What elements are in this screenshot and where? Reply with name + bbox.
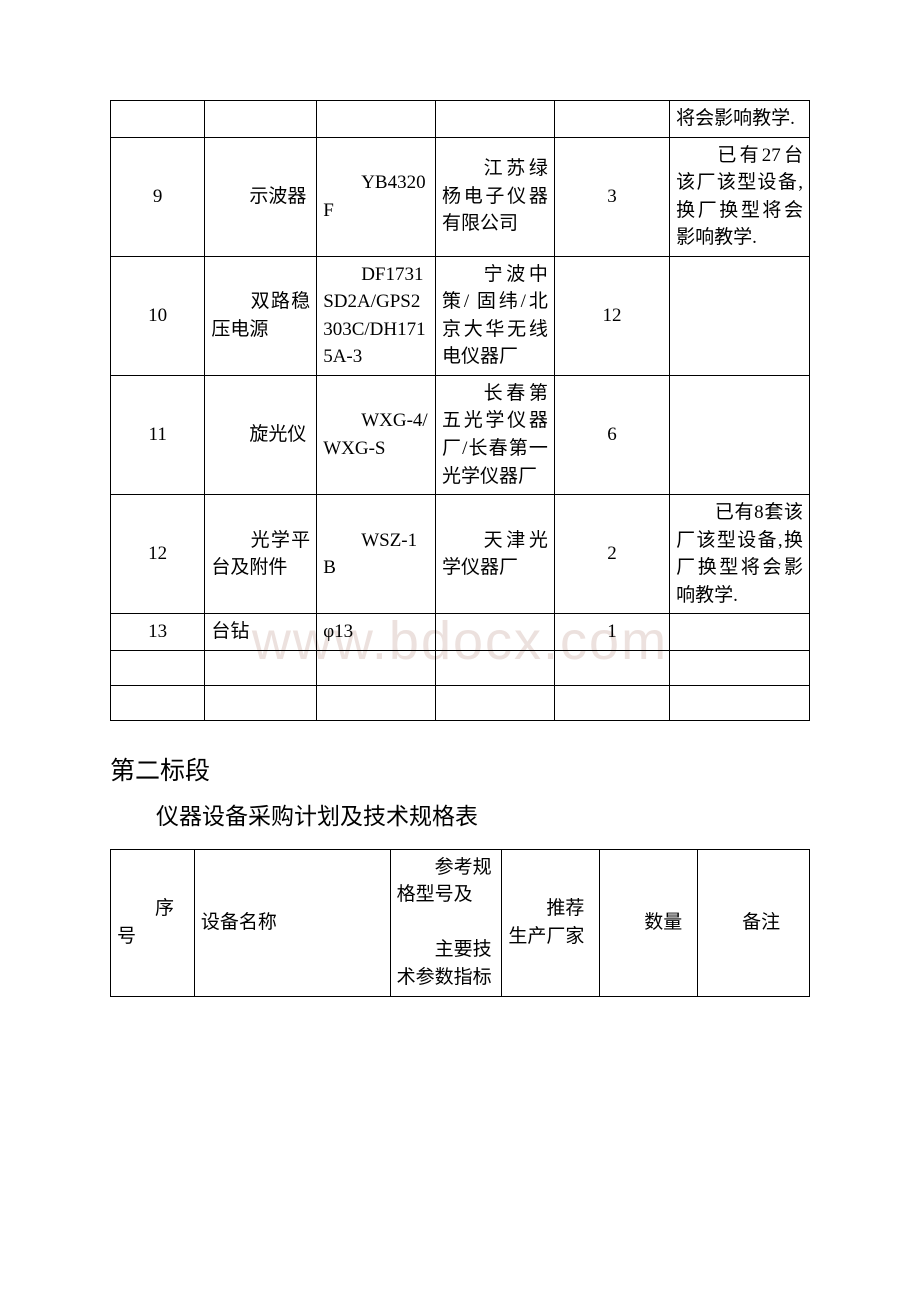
table-row: 10 双路稳压电源 DF1731SD2A/GPS2303C/DH1715A-3 … bbox=[111, 256, 810, 375]
cell-model: YB4320F bbox=[317, 137, 436, 256]
cell-empty bbox=[670, 650, 810, 685]
cell-note-text: 已有8套该厂该型设备,换厂换型将会影响教学. bbox=[676, 502, 803, 606]
equipment-table-2: 序号 设备名称 参考规格型号及 主要技术参数指标 推荐生产厂家 数量 备注 bbox=[110, 849, 810, 997]
cell-empty bbox=[111, 685, 205, 720]
cell-empty bbox=[436, 685, 555, 720]
header-note-text: 备注 bbox=[742, 912, 780, 933]
cell-qty: 1 bbox=[554, 614, 669, 651]
cell-num: 13 bbox=[111, 614, 205, 651]
page: www.bdocx.com 将会影响教学. 9 示波器 YB4320F 江苏绿杨… bbox=[0, 0, 920, 1302]
cell-name: 光学平台及附件 bbox=[205, 495, 317, 614]
header-spec-line1: 参考规格型号及 bbox=[397, 857, 492, 906]
cell-empty bbox=[554, 650, 669, 685]
cell-qty bbox=[554, 101, 669, 138]
cell-name bbox=[205, 101, 317, 138]
header-seq-text: 序号 bbox=[117, 898, 174, 947]
cell-model-text: WXG-4/WXG-S bbox=[323, 410, 427, 459]
equipment-table-1: 将会影响教学. 9 示波器 YB4320F 江苏绿杨电子仪器有限公司 3 已有2… bbox=[110, 100, 810, 721]
cell-num: 9 bbox=[111, 137, 205, 256]
cell-model: φ13 bbox=[317, 614, 436, 651]
cell-empty bbox=[111, 650, 205, 685]
table-row: 9 示波器 YB4320F 江苏绿杨电子仪器有限公司 3 已有27台该厂该型设备… bbox=[111, 137, 810, 256]
cell-model: WSZ-1B bbox=[317, 495, 436, 614]
cell-name-text: 示波器 bbox=[249, 186, 306, 207]
cell-num: 12 bbox=[111, 495, 205, 614]
header-spec: 参考规格型号及 主要技术参数指标 bbox=[390, 849, 502, 996]
cell-empty bbox=[205, 685, 317, 720]
cell-maker-text: 江苏绿杨电子仪器有限公司 bbox=[442, 158, 548, 234]
cell-model: WXG-4/WXG-S bbox=[317, 375, 436, 494]
header-note: 备注 bbox=[698, 849, 810, 996]
header-name: 设备名称 bbox=[194, 849, 390, 996]
table-row-empty bbox=[111, 650, 810, 685]
cell-name-text: 光学平台及附件 bbox=[211, 530, 310, 579]
cell-maker: 长春第五光学仪器厂/长春第一光学仪器厂 bbox=[436, 375, 555, 494]
cell-empty bbox=[317, 650, 436, 685]
cell-model-text: YB4320F bbox=[323, 172, 425, 221]
cell-qty: 6 bbox=[554, 375, 669, 494]
cell-maker: 江苏绿杨电子仪器有限公司 bbox=[436, 137, 555, 256]
cell-num: 11 bbox=[111, 375, 205, 494]
header-seq: 序号 bbox=[111, 849, 195, 996]
cell-model-text: WSZ-1B bbox=[323, 530, 417, 579]
table-row: 将会影响教学. bbox=[111, 101, 810, 138]
cell-note-text: 已有27台该厂该型设备,换厂换型将会影响教学. bbox=[676, 145, 803, 249]
header-qty-text: 数量 bbox=[644, 912, 682, 933]
cell-empty bbox=[554, 685, 669, 720]
cell-note: 将会影响教学. bbox=[670, 101, 810, 138]
table-row-empty bbox=[111, 685, 810, 720]
cell-name: 双路稳压电源 bbox=[205, 256, 317, 375]
cell-maker-text: 宁波中策/ 固纬/北京大华无线电仪器厂 bbox=[442, 264, 548, 368]
header-spec-line2: 主要技术参数指标 bbox=[397, 939, 492, 988]
cell-maker: 宁波中策/ 固纬/北京大华无线电仪器厂 bbox=[436, 256, 555, 375]
cell-name: 台钻 bbox=[205, 614, 317, 651]
cell-model bbox=[317, 101, 436, 138]
section-subtitle: 仪器设备采购计划及技术规格表 bbox=[110, 797, 810, 831]
cell-note: 已有8套该厂该型设备,换厂换型将会影响教学. bbox=[670, 495, 810, 614]
cell-num bbox=[111, 101, 205, 138]
cell-qty: 12 bbox=[554, 256, 669, 375]
table-row: 11 旋光仪 WXG-4/WXG-S 长春第五光学仪器厂/长春第一光学仪器厂 6 bbox=[111, 375, 810, 494]
cell-empty bbox=[205, 650, 317, 685]
cell-empty bbox=[317, 685, 436, 720]
cell-maker-text: 天津光学仪器厂 bbox=[442, 530, 548, 579]
cell-name: 旋光仪 bbox=[205, 375, 317, 494]
cell-note bbox=[670, 375, 810, 494]
header-maker: 推荐生产厂家 bbox=[502, 849, 600, 996]
cell-note: 已有27台该厂该型设备,换厂换型将会影响教学. bbox=[670, 137, 810, 256]
cell-model: DF1731SD2A/GPS2303C/DH1715A-3 bbox=[317, 256, 436, 375]
cell-note bbox=[670, 614, 810, 651]
table-row: 12 光学平台及附件 WSZ-1B 天津光学仪器厂 2 已有8套该厂该型设备,换… bbox=[111, 495, 810, 614]
cell-name: 示波器 bbox=[205, 137, 317, 256]
cell-maker bbox=[436, 614, 555, 651]
cell-maker: 天津光学仪器厂 bbox=[436, 495, 555, 614]
cell-note bbox=[670, 256, 810, 375]
top-margin bbox=[110, 0, 810, 100]
cell-maker-text: 长春第五光学仪器厂/长春第一光学仪器厂 bbox=[442, 383, 548, 487]
cell-maker bbox=[436, 101, 555, 138]
cell-name-text: 旋光仪 bbox=[249, 424, 306, 445]
table-header-row: 序号 设备名称 参考规格型号及 主要技术参数指标 推荐生产厂家 数量 备注 bbox=[111, 849, 810, 996]
cell-num: 10 bbox=[111, 256, 205, 375]
cell-empty bbox=[436, 650, 555, 685]
cell-name-text: 双路稳压电源 bbox=[211, 291, 310, 340]
header-qty: 数量 bbox=[600, 849, 698, 996]
cell-empty bbox=[670, 685, 810, 720]
section-heading: 第二标段 bbox=[110, 751, 810, 787]
cell-qty: 3 bbox=[554, 137, 669, 256]
header-maker-text: 推荐生产厂家 bbox=[508, 898, 584, 947]
table-row: 13 台钻 φ13 1 bbox=[111, 614, 810, 651]
cell-qty: 2 bbox=[554, 495, 669, 614]
cell-model-text: DF1731SD2A/GPS2303C/DH1715A-3 bbox=[323, 264, 425, 368]
